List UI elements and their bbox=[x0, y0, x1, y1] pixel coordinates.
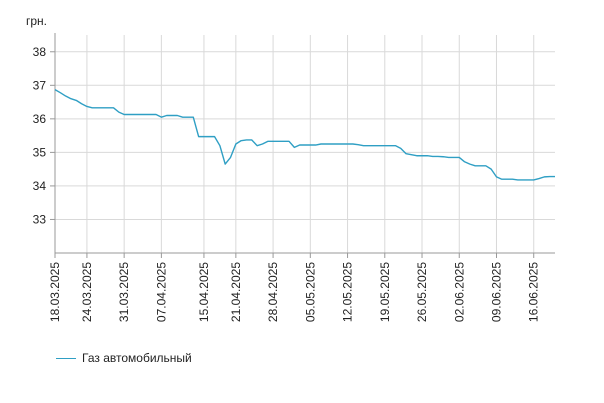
x-tick-label: 18.03.2025 bbox=[48, 262, 62, 322]
y-tick-label: 38 bbox=[33, 45, 47, 59]
x-tick-label: 12.05.2025 bbox=[341, 262, 355, 322]
chart-gridlines bbox=[54, 35, 555, 253]
x-tick-label: 02.06.2025 bbox=[452, 262, 466, 322]
x-tick-label: 19.05.2025 bbox=[378, 262, 392, 322]
chart-series bbox=[54, 89, 555, 181]
y-tick-label: 34 bbox=[33, 179, 47, 193]
x-tick-label: 07.04.2025 bbox=[154, 262, 168, 322]
chart-axes bbox=[50, 33, 555, 258]
series-line bbox=[54, 89, 555, 181]
y-tick-label: 36 bbox=[33, 112, 47, 126]
x-tick-label: 15.04.2025 bbox=[197, 262, 211, 322]
y-tick-label: 33 bbox=[33, 212, 47, 226]
chart-legend: Газ автомобильный bbox=[56, 351, 192, 365]
x-tick-label: 26.05.2025 bbox=[415, 262, 429, 322]
legend-label: Газ автомобильный bbox=[82, 351, 192, 365]
y-tick-labels: 33 34 35 36 37 38 bbox=[33, 45, 47, 227]
y-axis-unit-label: грн. bbox=[26, 14, 48, 28]
x-tick-label: 09.06.2025 bbox=[489, 262, 503, 322]
legend-swatch bbox=[56, 357, 76, 359]
x-tick-label: 31.03.2025 bbox=[117, 262, 131, 322]
x-tick-label: 16.06.2025 bbox=[527, 262, 541, 322]
x-tick-label: 05.05.2025 bbox=[303, 262, 317, 322]
x-tick-label: 24.03.2025 bbox=[80, 262, 94, 322]
y-tick-label: 37 bbox=[33, 78, 47, 92]
x-tick-label: 21.04.2025 bbox=[229, 262, 243, 322]
x-tick-label: 28.04.2025 bbox=[266, 262, 280, 322]
y-tick-label: 35 bbox=[33, 145, 47, 159]
x-tick-labels: 18.03.2025 24.03.2025 31.03.2025 07.04.2025… bbox=[48, 262, 541, 322]
